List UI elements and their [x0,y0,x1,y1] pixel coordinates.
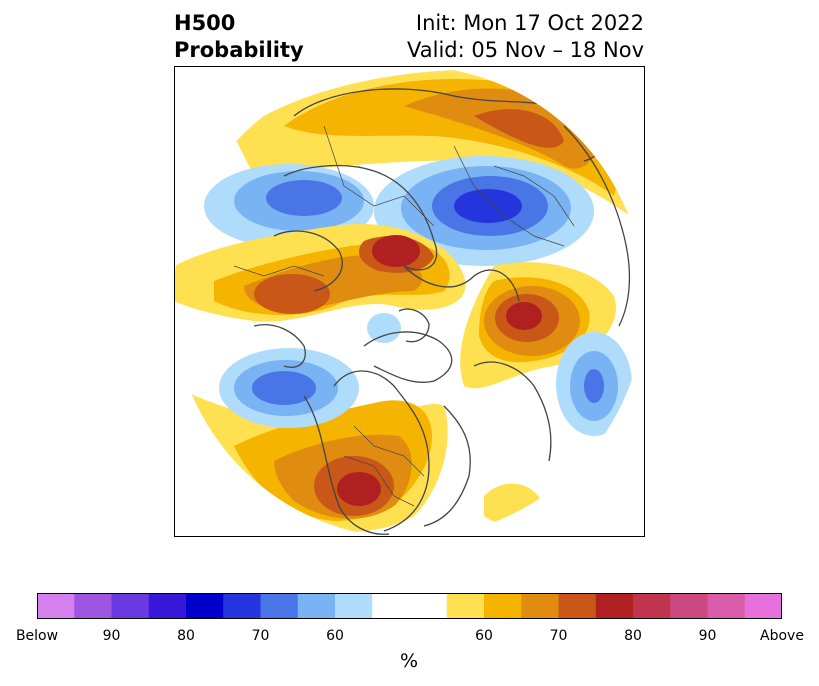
colorbar-cell [186,593,224,619]
colorbar-cell [707,593,746,619]
anomaly-below-north-pacific [219,348,359,428]
anomaly-below-north-atlantic [556,332,632,436]
colorbar-tick-label: 60 [326,628,344,644]
colorbar-tick-label: 80 [177,628,195,644]
title-block-left: H500 Probability [174,10,304,64]
colorbar-frame [37,593,782,619]
colorbar-cell [372,593,410,619]
anomaly-below-arctic [367,313,401,343]
hemisphere-field [174,66,645,537]
title-block-right: Init: Mon 17 Oct 2022 Valid: 05 Nov – 18… [407,10,644,64]
variable-title: H500 [174,11,236,35]
coastlines [253,88,631,535]
colorbar-tick-label: 70 [251,628,270,644]
colorbar-cell [446,593,485,619]
colorbar-tick-label: 80 [624,628,642,644]
colorbar-cell [744,593,782,619]
colorbar-cell [260,593,299,619]
colorbar-cell [521,593,559,619]
anomaly-above-north-america [174,386,448,533]
product-title: Probability [174,38,304,62]
init-date: Init: Mon 17 Oct 2022 [415,11,644,35]
colorbar-unit: % [399,650,419,672]
colorbar-cell [297,593,336,619]
colorbar-cell [111,593,150,619]
colorbar-cell [37,593,75,619]
colorbar-cell [670,593,708,619]
anomaly-above-central-asia [174,224,466,322]
colorbar-tick-label: 70 [549,628,568,644]
colorbar-cell [148,593,187,619]
colorbar-tick-label: 90 [102,628,121,644]
colorbar-tick-label: 90 [698,628,717,644]
valid-range: Valid: 05 Nov – 18 Nov [407,38,644,62]
colorbar-cell [335,593,373,619]
anomaly-below-siberia [374,156,594,266]
colorbar-cell [223,593,261,619]
colorbar [37,593,782,619]
colorbar-cell [74,593,112,619]
colorbar-cell [409,593,448,619]
colorbar-tick-label: Above [760,628,804,644]
country-borders [233,125,575,507]
probability-map [174,66,645,537]
colorbar-cell [558,593,597,619]
colorbar-cell [595,593,634,619]
colorbar-cell [633,593,671,619]
map-frame [174,66,645,537]
colorbar-cell [484,593,522,619]
colorbar-tick-label: Below [15,628,59,644]
colorbar-tick-label: 60 [475,628,493,644]
